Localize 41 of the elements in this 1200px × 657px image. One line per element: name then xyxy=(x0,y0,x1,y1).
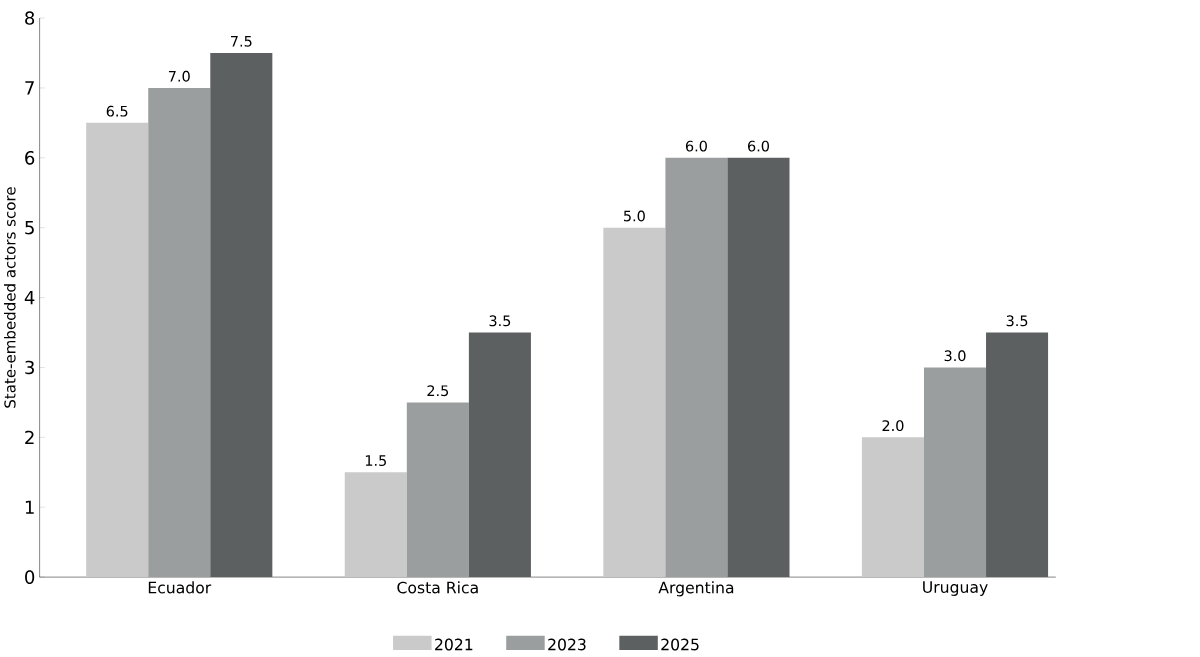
x-tick-label: Argentina xyxy=(658,581,734,597)
bar xyxy=(344,472,407,578)
bar xyxy=(468,332,531,578)
data-label: 6.0 xyxy=(748,140,769,152)
y-tick-label: 6 xyxy=(25,151,35,165)
bar xyxy=(727,157,790,578)
bar xyxy=(861,437,924,578)
y-tick-label: 1 xyxy=(25,500,34,514)
data-label: 7.5 xyxy=(231,36,252,47)
y-tick-label: 2 xyxy=(25,430,34,445)
bar xyxy=(986,332,1049,578)
bar xyxy=(86,122,149,578)
bar xyxy=(665,157,728,578)
data-label: 5.0 xyxy=(624,210,645,222)
data-label: 3.5 xyxy=(489,315,511,327)
legend-label: 2025 xyxy=(661,638,699,651)
x-tick-label: Costa Rica xyxy=(397,581,478,594)
bar xyxy=(406,402,469,578)
y-tick-label: 3 xyxy=(25,360,34,375)
data-label: 2.5 xyxy=(427,385,449,397)
data-label: 3.0 xyxy=(944,350,966,362)
x-tick-label: Uruguay xyxy=(923,581,988,597)
data-label: 1.5 xyxy=(365,455,386,467)
y-tick-label: 0 xyxy=(25,570,35,585)
y-axis-title: State-embedded actors score xyxy=(4,187,16,408)
x-tick-label: Ecuador xyxy=(148,581,212,594)
y-tick-label: 4 xyxy=(24,291,35,305)
data-label: 2.0 xyxy=(882,420,904,432)
bar xyxy=(603,227,666,578)
y-tick-label: 5 xyxy=(25,221,34,235)
data-label: 3.5 xyxy=(1006,315,1028,327)
data-label: 6.5 xyxy=(106,105,128,117)
legend-label: 2023 xyxy=(548,638,586,651)
y-tick-label: 8 xyxy=(25,11,35,25)
bar xyxy=(923,367,987,578)
y-tick-label: 7 xyxy=(25,81,34,95)
data-label: 6.0 xyxy=(685,140,707,152)
legend-label: 2021 xyxy=(435,638,473,651)
data-label: 7.0 xyxy=(168,70,190,82)
bar xyxy=(210,53,273,578)
bar xyxy=(148,88,211,578)
